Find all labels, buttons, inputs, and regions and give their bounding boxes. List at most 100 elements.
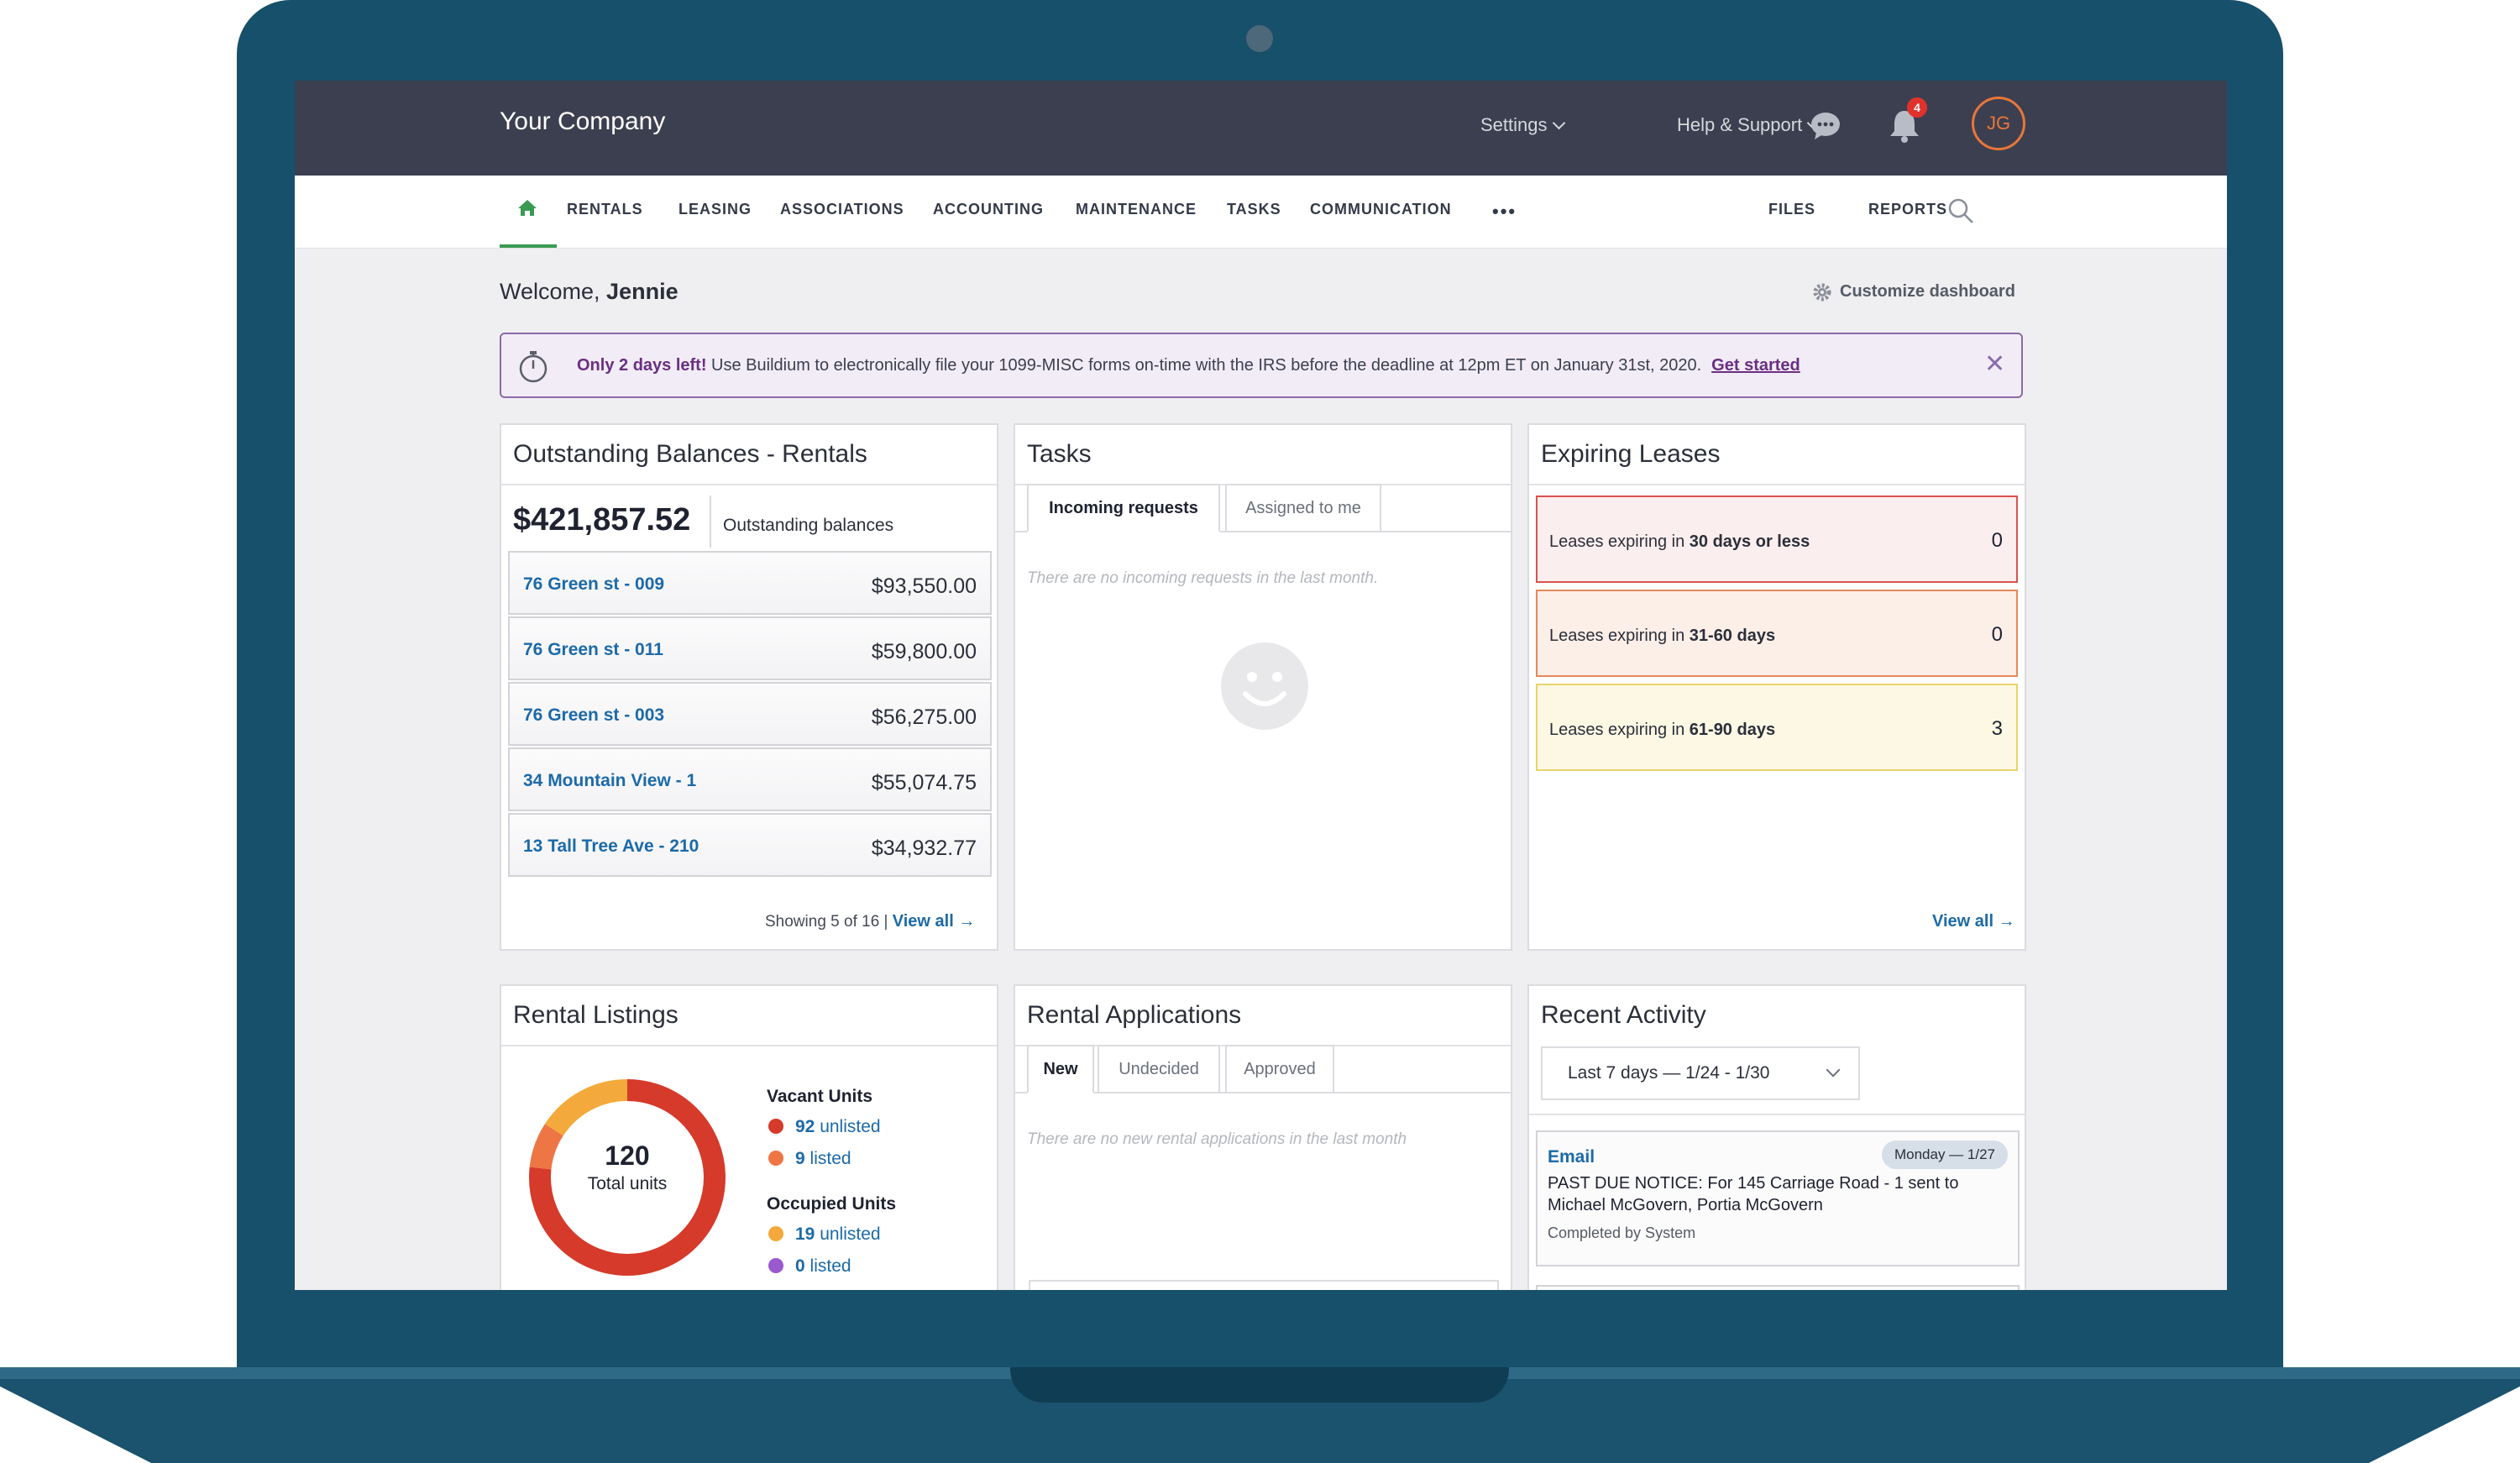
search-icon[interactable] [1946,196,1976,226]
customize-dashboard-link[interactable]: Customize dashboard [1840,282,2015,301]
settings-label: Settings [1480,114,1548,135]
tab-assigned-to-me[interactable]: Assigned to me [1225,484,1381,532]
card-title: Rental Listings [513,1001,678,1029]
nav-rentals[interactable]: RENTALS [567,201,643,218]
nav-leasing[interactable]: LEASING [678,201,752,218]
welcome-prefix: Welcome, [500,279,607,304]
occupied-unlisted-link[interactable]: 19 unlisted [795,1224,881,1245]
lease-bucket-30-days[interactable]: Leases expiring in 30 days or less 0 [1536,496,2018,583]
help-support-menu[interactable]: Help & Support [1677,114,1821,136]
lease-bucket-31-60-days[interactable]: Leases expiring in 31-60 days 0 [1536,590,2018,677]
settings-menu[interactable]: Settings [1480,114,1565,136]
close-icon[interactable]: ✕ [1984,350,2006,378]
vacant-listed-link[interactable]: 9 listed [795,1149,851,1169]
nav-tasks[interactable]: TASKS [1227,201,1281,218]
tab-undecided[interactable]: Undecided [1098,1045,1220,1093]
nav-associations[interactable]: ASSOCIATIONS [780,201,904,218]
label: unlisted [815,1224,881,1244]
activity-item[interactable] [1536,1285,2020,1290]
nav-maintenance[interactable]: MAINTENANCE [1076,201,1197,218]
rental-applications-card: Rental Applications New Undecided Approv… [1014,984,1512,1290]
property-link[interactable]: 76 Green st - 003 [523,705,665,725]
card-title: Recent Activity [1541,1001,1706,1029]
balance-row[interactable]: 13 Tall Tree Ave - 210 $34,932.77 [508,813,992,877]
get-started-link[interactable]: Get started [1711,356,1800,375]
units-donut-chart [529,1079,726,1276]
lease-bucket-count: 0 [1991,529,2003,552]
balances-total: $421,857.52 [513,502,691,537]
gear-icon[interactable] [1812,282,1832,302]
nav-files[interactable]: FILES [1768,201,1816,218]
total-units-label: Total units [587,1174,668,1193]
nav-more-menu[interactable]: ••• [1492,201,1517,222]
occupied-listed-link[interactable]: 0 listed [795,1256,851,1277]
lease-bucket-prefix: Leases expiring in [1549,721,1690,739]
balance-amount: $59,800.00 [871,640,977,663]
view-all-link[interactable]: View all → [1932,912,2015,931]
laptop-camera [1246,25,1273,52]
tab-approved[interactable]: Approved [1225,1045,1334,1093]
app-screen: Your Company Settings Help & Support 4 J… [295,81,2227,1290]
count: 92 [795,1117,815,1136]
legend-dot [768,1119,783,1134]
activity-type[interactable]: Email [1548,1147,1595,1167]
tab-new[interactable]: New [1027,1045,1094,1093]
activity-item[interactable]: Email Monday — 1/27 PAST DUE NOTICE: For… [1536,1130,2020,1266]
empty-state-text: There are no new rental applications in … [1027,1130,1407,1148]
1099-deadline-banner: Only 2 days left! Use Buildium to electr… [500,333,2023,398]
donut-segment [529,1079,726,1276]
nav-accounting[interactable]: ACCOUNTING [933,201,1044,218]
legend-dot [768,1226,783,1241]
nav-communication[interactable]: COMMUNICATION [1310,201,1452,218]
bell-icon[interactable] [1887,107,1922,144]
card-title: Outstanding Balances - Rentals [513,440,867,468]
lease-bucket-label: Leases expiring in 31-60 days [1549,627,1775,646]
company-name[interactable]: Your Company [500,107,666,135]
activity-date-badge: Monday — 1/27 [1882,1141,2008,1169]
lease-bucket-label: Leases expiring in 30 days or less [1549,532,1810,552]
date-range-select[interactable]: Last 7 days — 1/24 - 1/30 [1541,1046,1860,1100]
property-link[interactable]: 76 Green st - 009 [523,574,665,594]
balance-row[interactable]: 76 Green st - 003 $56,275.00 [508,682,992,746]
property-link[interactable]: 13 Tall Tree Ave - 210 [523,836,699,856]
outstanding-balances-card: Outstanding Balances - Rentals $421,857.… [500,423,998,951]
balance-row[interactable]: 76 Green st - 009 $93,550.00 [508,551,992,615]
lease-bucket-range: 30 days or less [1689,532,1810,551]
divider [1529,1114,2025,1115]
vacant-unlisted-link[interactable]: 92 unlisted [795,1117,881,1137]
lease-bucket-label: Leases expiring in 61-90 days [1549,721,1775,740]
view-all-link[interactable]: View all → [892,912,976,931]
top-bar: Your Company Settings Help & Support 4 J… [295,81,2227,176]
balance-row[interactable]: 34 Mountain View - 1 $55,074.75 [508,747,992,811]
activity-completed-by: Completed by System [1548,1224,1696,1241]
banner-message: Only 2 days left! Use Buildium to electr… [577,356,1800,375]
legend-dot [768,1258,783,1273]
nav-reports[interactable]: REPORTS [1868,201,1948,218]
property-link[interactable]: 76 Green st - 011 [523,640,663,659]
welcome-message: Welcome, Jennie [500,279,678,305]
expiring-leases-card: Expiring Leases Leases expiring in 30 da… [1527,423,2026,951]
activity-description: PAST DUE NOTICE: For 145 Carriage Road -… [1548,1174,1959,1214]
pagination-summary: Showing 5 of 16 | View all → [765,912,975,931]
card-title: Rental Applications [1027,1001,1242,1029]
property-link[interactable]: 34 Mountain View - 1 [523,771,697,790]
balance-amount: $55,074.75 [871,771,977,794]
balance-amount: $93,550.00 [871,574,977,598]
lease-bucket-range: 31-60 days [1689,627,1776,645]
user-avatar[interactable]: JG [1972,97,2025,150]
count: 19 [795,1224,815,1244]
count: 0 [795,1256,805,1276]
tasks-card: Tasks Incoming requests Assigned to me T… [1014,423,1512,951]
date-range-value: Last 7 days — 1/24 - 1/30 [1568,1063,1770,1083]
home-icon[interactable] [516,197,538,219]
divider [710,496,711,548]
stopwatch-icon [519,351,547,383]
balance-row[interactable]: 76 Green st - 011 $59,800.00 [508,616,992,680]
chevron-down-icon [1826,1062,1841,1078]
chat-icon[interactable] [1810,111,1842,141]
tab-incoming-requests[interactable]: Incoming requests [1027,484,1220,532]
balance-amount: $56,275.00 [871,705,977,729]
lease-bucket-61-90-days[interactable]: Leases expiring in 61-90 days 3 [1536,684,2018,771]
card-title: Tasks [1027,440,1092,468]
lease-bucket-range: 61-90 days [1689,721,1776,739]
